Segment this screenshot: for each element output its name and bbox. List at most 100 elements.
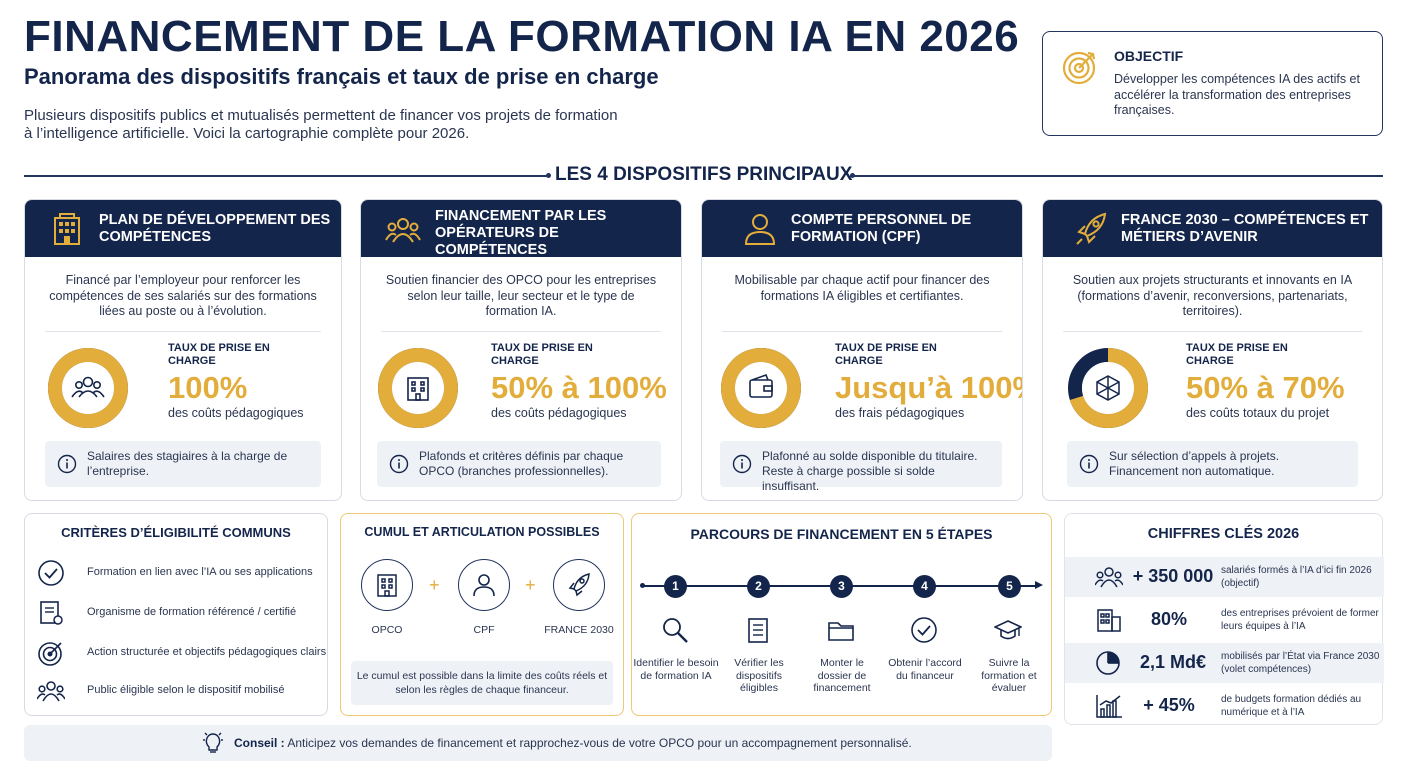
card-separator xyxy=(381,331,661,332)
kpi-row: + 350 000 salariés formés à l’IA d’ici f… xyxy=(1065,557,1384,597)
card-note: Salaires des stagiaires à la charge de l… xyxy=(45,441,321,487)
key-figures-panel: CHIFFRES CLÉS 2026 + 350 000 salariés fo… xyxy=(1064,513,1384,726)
cumul-note: Le cumul est possible dans la limite des… xyxy=(351,661,613,705)
step-label: Monter le dossier de financement xyxy=(813,657,871,694)
opco-circle xyxy=(361,559,413,611)
step-label: Suivre la formation et évaluer xyxy=(981,657,1037,694)
kpi-label: de budgets formation dédiés au numérique… xyxy=(1221,694,1362,718)
card-note: Sur sélection d’appels à projets. Financ… xyxy=(1067,441,1358,487)
checklist-icon xyxy=(748,618,768,643)
info-icon xyxy=(389,454,409,474)
criteria-item: Action structurée et objectifs pédagogiq… xyxy=(37,638,326,668)
card-header: COMPTE PERSONNEL DE FORMATION (CPF) xyxy=(702,200,1022,257)
card-note: Plafonds et critères définis par chaque … xyxy=(377,441,661,487)
step-label: Identifier le besoin de formation IA xyxy=(633,657,719,682)
cpf-circle xyxy=(458,559,510,611)
section-divider-dot xyxy=(546,173,551,178)
kpi-row: 2,1 Md€ mobilisés par l’État via France … xyxy=(1065,643,1384,683)
people-icon xyxy=(71,376,105,398)
rate-subtext: des coûts pédagogiques xyxy=(491,406,627,420)
coverage-arc xyxy=(721,348,801,428)
advice-banner: Conseil : Anticipez vos demandes de fina… xyxy=(24,725,1052,761)
card-header: FINANCEMENT PAR LES OPÉRATEURS DE COMPÉT… xyxy=(361,200,681,270)
advice-text: Conseil : Anticipez vos demandes de fina… xyxy=(234,736,912,750)
kpi-title: CHIFFRES CLÉS 2026 xyxy=(1147,526,1300,542)
criteria-item: Public éligible selon le dispositif mobi… xyxy=(37,676,325,706)
coverage-donut xyxy=(721,348,801,428)
target-icon xyxy=(38,642,62,666)
rate-subtext: des coûts pédagogiques xyxy=(168,406,304,420)
section-divider-left xyxy=(24,175,549,177)
rate-value: 50% à 100% xyxy=(491,370,667,405)
coverage-donut xyxy=(48,348,128,428)
page-subtitle: Panorama des dispositifs français et tau… xyxy=(24,64,659,89)
page-title: FINANCEMENT DE LA FORMATION IA EN 2026 xyxy=(24,12,1020,61)
cumul-label: OPCO xyxy=(371,624,403,636)
lightbulb-icon xyxy=(203,732,223,753)
cumulation-panel: CUMUL ET ARTICULATION POSSIBLES + + OPCO… xyxy=(340,513,624,716)
card-description: Soutien financier des OPCO pour les entr… xyxy=(385,273,657,318)
scheme-card-opco: FINANCEMENT PAR LES OPÉRATEURS DE COMPÉT… xyxy=(360,199,682,501)
coverage-arc xyxy=(48,348,128,428)
plus-sign: + xyxy=(525,575,536,595)
check-circle-icon xyxy=(38,560,64,586)
step-number: 5 xyxy=(998,575,1021,598)
rate-value: 100% xyxy=(168,370,248,405)
card-title: COMPTE PERSONNEL DE FORMATION (CPF) xyxy=(791,212,972,245)
step-number: 1 xyxy=(664,575,687,598)
coverage-arc xyxy=(1068,348,1148,428)
step-number: 3 xyxy=(830,575,853,598)
kpi-row: + 45% de budgets formation dédiés au num… xyxy=(1065,686,1384,726)
scheme-card-plan: PLAN DE DÉVELOPPEMENT DES COMPÉTENCES Fi… xyxy=(24,199,342,501)
info-icon xyxy=(57,454,77,474)
card-note-text: Plafonné au solde disponible du titulair… xyxy=(762,449,978,493)
office-building-icon xyxy=(407,377,429,401)
advice-label: Conseil : xyxy=(234,736,285,750)
card-note-text: Salaires des stagiaires à la charge de l… xyxy=(87,449,288,478)
criteria-item: Formation en lien avec l’IA ou ses appli… xyxy=(37,558,325,588)
intro-text: Plusieurs dispositifs publics et mutuali… xyxy=(24,107,624,143)
cumul-title: CUMUL ET ARTICULATION POSSIBLES xyxy=(364,525,600,539)
card-separator xyxy=(1063,331,1362,332)
user-icon xyxy=(473,574,495,597)
building-icon xyxy=(54,213,80,245)
rocket-icon xyxy=(568,573,590,597)
kpi-label: salariés formés à l’IA d’ici fin 2026 (o… xyxy=(1221,565,1372,589)
info-icon xyxy=(1079,454,1099,474)
people-icon xyxy=(37,681,65,702)
card-title-main: FINANCEMENT PAR LES OPÉRATEURS DE COMPÉT… xyxy=(435,208,607,258)
card-title: PLAN DE DÉVELOPPEMENT DES COMPÉTENCES xyxy=(99,212,331,245)
network-icon xyxy=(1096,375,1120,401)
criteria-text: Organisme de formation référencé / certi… xyxy=(87,606,297,618)
rate-value: Jusqu’à 100% xyxy=(835,370,1023,405)
kpi-row: 80% des entreprises prévoient de former … xyxy=(1065,600,1384,640)
section-title: LES 4 DISPOSITIFS PRINCIPAUX xyxy=(555,164,853,185)
graduation-cap-icon xyxy=(994,620,1022,640)
step-number: 4 xyxy=(913,575,936,598)
card-title: FINANCEMENT PAR LES OPÉRATEURS DE COMPÉT… xyxy=(435,208,671,270)
advice-body: Anticipez vos demandes de financement et… xyxy=(284,736,912,750)
scheme-card-cpf: COMPTE PERSONNEL DE FORMATION (CPF) Mobi… xyxy=(701,199,1023,501)
people-icon xyxy=(1095,567,1123,588)
objective-title: OBJECTIF xyxy=(1114,48,1184,64)
criteria-item: Organisme de formation référencé / certi… xyxy=(37,598,325,628)
building-icon xyxy=(1097,609,1121,632)
pie-chart-icon xyxy=(1096,651,1120,675)
intro-line-2: à l’intelligence artificielle. Voici la … xyxy=(24,125,470,142)
scheme-card-france-2030: FRANCE 2030 – COMPÉTENCES ET MÉTIERS D’A… xyxy=(1042,199,1383,501)
timeline-arrow xyxy=(1035,581,1043,589)
rate-subtext: des coûts totaux du projet xyxy=(1186,406,1330,420)
step-label: Obtenir l’accord du financeur xyxy=(888,657,962,682)
check-circle-icon xyxy=(911,617,937,643)
kpi-label: mobilisés par l’État via France 2030 (vo… xyxy=(1221,651,1380,675)
certificate-icon xyxy=(40,601,63,625)
kpi-value: + 45% xyxy=(1143,695,1195,715)
step-label: Vérifier les dispositifs éligibles xyxy=(734,657,784,694)
rate-label: TAUX DE PRISE EN CHARGE xyxy=(835,342,937,367)
rate-label: TAUX DE PRISE EN CHARGE xyxy=(491,342,593,367)
rate-subtext: des frais pédagogiques xyxy=(835,406,965,420)
steps-title: PARCOURS DE FINANCEMENT EN 5 ÉTAPES xyxy=(690,526,993,542)
card-description: Soutien aux projets structurants et inno… xyxy=(1072,273,1353,318)
card-note-text: Sur sélection d’appels à projets. Financ… xyxy=(1109,449,1280,478)
rate-label: TAUX DE PRISE EN CHARGE xyxy=(1186,342,1288,367)
